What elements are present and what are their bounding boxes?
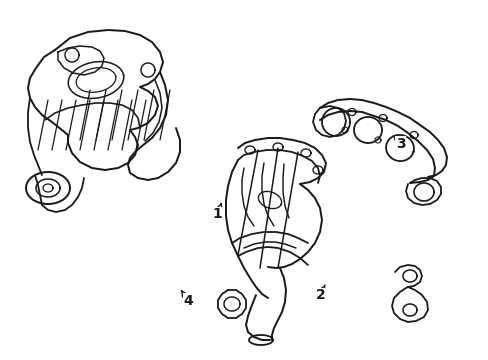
Text: 3: 3 [393,136,405,151]
Text: 2: 2 [315,285,325,302]
Text: 4: 4 [181,291,193,307]
Text: 1: 1 [212,203,222,221]
